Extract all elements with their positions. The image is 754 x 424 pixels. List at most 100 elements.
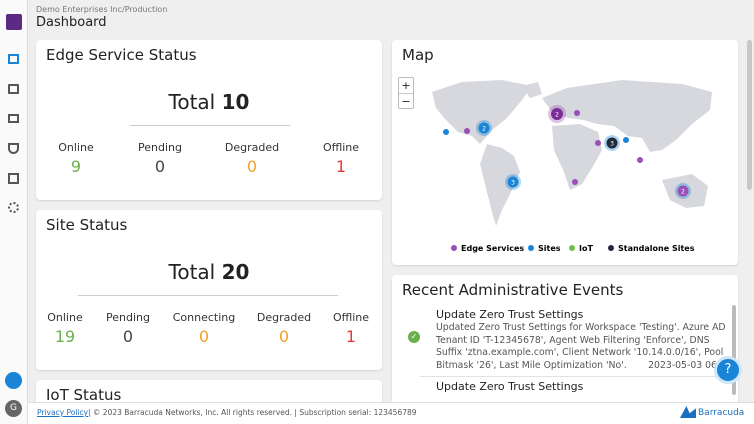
card-title: Recent Administrative Events (402, 281, 624, 299)
total-value: 20 (221, 260, 250, 284)
scrollbar[interactable] (732, 305, 736, 395)
legend-dot (569, 245, 575, 251)
stat-label: Online (58, 141, 94, 154)
stat: Connecting 0 (164, 311, 244, 346)
stat: Degraded 0 (212, 141, 292, 176)
stat-label: Connecting (172, 311, 236, 324)
legend-dot (608, 245, 614, 251)
zoom-control: + − (398, 77, 414, 109)
legend-label: IoT (579, 244, 593, 253)
events-card: Recent Administrative Events ✓ Update Ze… (392, 275, 738, 402)
zoom-out[interactable]: − (401, 95, 411, 108)
total-label: Total (168, 90, 216, 114)
help-button[interactable]: ? (714, 356, 742, 384)
map: 2 2 3 3 2 Edge Services Sites IoT Standa… (432, 80, 712, 253)
event-description: Updated Zero Trust Settings for Workspac… (436, 322, 726, 371)
content: Edge Service Status Total 10 Online 9 Pen… (28, 36, 754, 402)
legend-label: Sites (538, 244, 561, 253)
total: Total 10 (36, 90, 382, 114)
legend: Edge Services Sites IoT Standalone Sites (451, 244, 695, 253)
divider (420, 376, 730, 377)
total-label: Total (168, 260, 216, 284)
stat: Offline 1 (301, 141, 381, 176)
marker[interactable] (574, 110, 580, 116)
stat-value: 0 (122, 327, 134, 346)
stat-label: Offline (322, 141, 360, 154)
cluster[interactable] (478, 122, 490, 134)
stat-label: Online (47, 311, 83, 324)
cluster-label: 2 (681, 189, 685, 196)
stat: Degraded 0 (244, 311, 324, 346)
stat-value: 19 (54, 327, 76, 346)
nav-network[interactable] (8, 84, 19, 94)
marker[interactable] (623, 137, 629, 143)
cluster-label: 3 (610, 141, 614, 148)
cluster[interactable] (507, 176, 519, 188)
continents (432, 80, 712, 226)
markers (443, 105, 691, 199)
cluster[interactable] (551, 108, 563, 120)
nav-logs[interactable] (8, 173, 19, 184)
stat-value: 0 (278, 327, 290, 346)
marker[interactable] (595, 140, 601, 146)
marker[interactable] (572, 179, 578, 185)
event-title: Update Zero Trust Settings (436, 380, 584, 393)
cluster[interactable] (677, 185, 689, 197)
legend-label: Edge Services (461, 244, 524, 253)
stat-label: Degraded (256, 311, 312, 324)
stat: Online 19 (28, 311, 105, 346)
nav-devices[interactable] (8, 114, 19, 123)
page-title: Dashboard (36, 15, 107, 30)
stat-label: Offline (332, 311, 370, 324)
stat: Offline 1 (311, 311, 391, 346)
nav-apps[interactable] (5, 372, 22, 389)
legend-label: Standalone Sites (618, 244, 695, 253)
legend-dot (528, 245, 534, 251)
stat-value: 9 (70, 157, 82, 176)
total: Total 20 (36, 260, 382, 284)
brand: Barracuda (698, 408, 745, 418)
marker[interactable] (464, 128, 470, 134)
total-value: 10 (221, 90, 250, 114)
page-scrollbar[interactable] (747, 40, 752, 190)
nav-security[interactable] (8, 143, 19, 154)
stat-value: 1 (345, 327, 357, 346)
marker[interactable] (637, 157, 643, 163)
cluster-label: 2 (555, 112, 559, 119)
card-title: Map (402, 46, 434, 64)
marker[interactable] (443, 129, 449, 135)
card-title: Edge Service Status (46, 46, 197, 64)
card-title: Site Status (46, 216, 128, 234)
legend-dot (451, 245, 457, 251)
stat-value: 0 (246, 157, 258, 176)
stat-value: 0 (154, 157, 166, 176)
event-date: 2023-05-03 06:5 (648, 360, 726, 371)
copyright: | © 2023 Barracuda Networks, Inc. All ri… (88, 408, 417, 417)
divider (130, 125, 290, 126)
divider (78, 295, 338, 296)
zoom-in[interactable]: + (399, 78, 413, 94)
stat-value: 1 (335, 157, 347, 176)
iot-status-card: IoT Status (36, 380, 382, 402)
brand-logo (680, 406, 696, 418)
stat: Online 9 (36, 141, 116, 176)
stat-label: Pending (106, 311, 150, 324)
stat: Pending 0 (88, 311, 168, 346)
logo[interactable] (6, 14, 22, 30)
cluster[interactable] (606, 137, 618, 149)
nav-settings[interactable] (8, 202, 19, 213)
user-avatar[interactable]: G (5, 400, 22, 417)
privacy-link[interactable]: Privacy Policy (37, 408, 89, 417)
nav-dashboard[interactable] (8, 54, 19, 64)
success-icon: ✓ (408, 331, 420, 343)
breadcrumb[interactable]: Demo Enterprises Inc/Production (36, 5, 168, 14)
stat-value: 0 (198, 327, 210, 346)
cluster-label: 2 (482, 126, 486, 133)
card-title: IoT Status (46, 386, 122, 402)
stat-label: Pending (138, 141, 182, 154)
footer: Privacy Policy | © 2023 Barracuda Networ… (28, 402, 754, 424)
site-status-card: Site Status Total 20 Online 19 Pending 0 C… (36, 210, 382, 370)
edge-status-card: Edge Service Status Total 10 Online 9 Pen… (36, 40, 382, 200)
map-card: Map (392, 40, 738, 265)
